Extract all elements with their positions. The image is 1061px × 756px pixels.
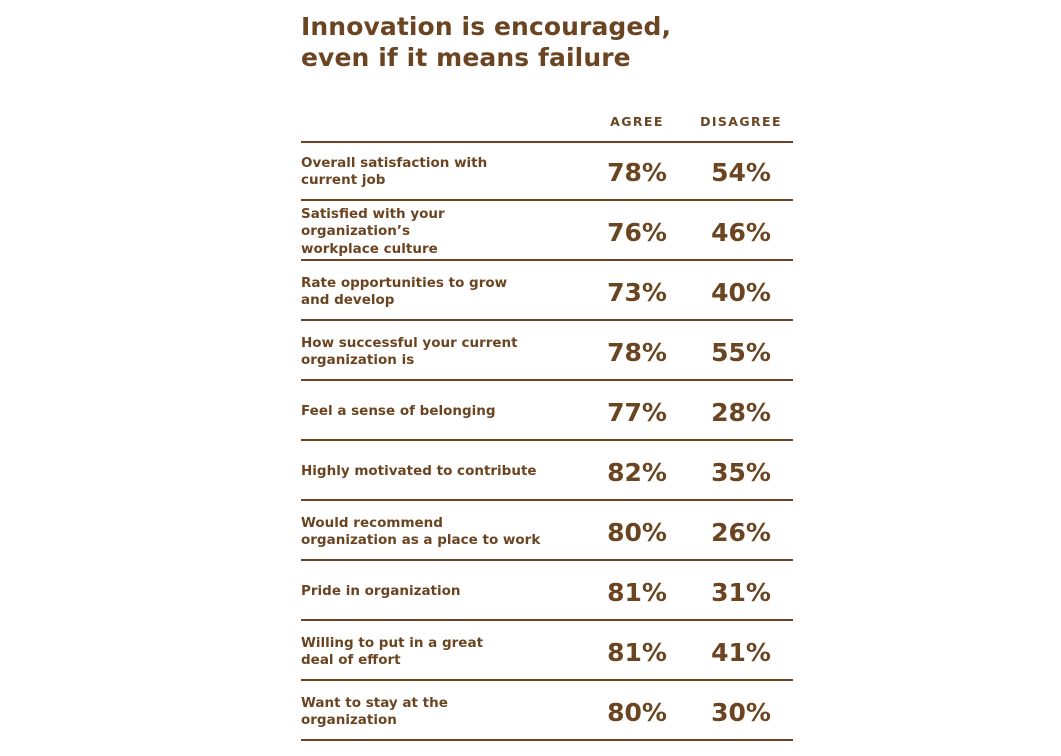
row-label-line: Feel a sense of belonging bbox=[301, 403, 496, 420]
row-label: Feel a sense of belonging bbox=[301, 383, 551, 441]
table-row: Want to stay at the organization 80% 30% bbox=[301, 683, 793, 741]
disagree-value: 41% bbox=[711, 637, 771, 667]
agree-value: 81% bbox=[607, 577, 667, 607]
row-label-line: workplace culture bbox=[301, 240, 438, 257]
row-label: Rate opportunities to grow and develop bbox=[301, 263, 551, 321]
row-label-line: Want to stay at the bbox=[301, 694, 448, 711]
row-label-line: How successful your current bbox=[301, 334, 518, 351]
disagree-value: 31% bbox=[711, 577, 771, 607]
table-row: Highly motivated to contribute 82% 35% bbox=[301, 443, 793, 501]
disagree-value: 46% bbox=[711, 217, 771, 247]
disagree-value: 26% bbox=[711, 517, 771, 547]
header-divider bbox=[301, 141, 793, 143]
row-divider bbox=[301, 559, 793, 561]
disagree-value: 35% bbox=[711, 457, 771, 487]
agree-value: 77% bbox=[607, 397, 667, 427]
disagree-value: 40% bbox=[711, 277, 771, 307]
row-label: How successful your current organization … bbox=[301, 323, 551, 381]
disagree-value: 55% bbox=[711, 337, 771, 367]
table-row: Rate opportunities to grow and develop 73%… bbox=[301, 263, 793, 321]
agree-value: 80% bbox=[607, 517, 667, 547]
row-label-line: organization as a place to work bbox=[301, 532, 541, 548]
comparison-table: Innovation is encouraged, even if it mea… bbox=[301, 0, 793, 756]
row-label: Willing to put in a great deal of effort bbox=[301, 623, 551, 681]
row-label: Overall satisfaction with current job bbox=[301, 143, 551, 201]
disagree-value: 54% bbox=[711, 157, 771, 187]
agree-value: 78% bbox=[607, 157, 667, 187]
row-label: Highly motivated to contribute bbox=[301, 443, 551, 501]
agree-value: 76% bbox=[607, 217, 667, 247]
title-line-1: Innovation is encouraged, bbox=[301, 12, 672, 41]
agree-value: 73% bbox=[607, 277, 667, 307]
row-divider bbox=[301, 499, 793, 501]
agree-value: 81% bbox=[607, 637, 667, 667]
table-row: Satisfied with your organization’s workpl… bbox=[301, 203, 793, 261]
row-label-line: deal of effort bbox=[301, 652, 401, 668]
disagree-value: 30% bbox=[711, 697, 771, 727]
row-divider bbox=[301, 319, 793, 321]
column-header-disagree: DISAGREE bbox=[700, 114, 782, 129]
row-label-line: organization bbox=[301, 712, 397, 728]
row-divider bbox=[301, 619, 793, 621]
title-line-2: even if it means failure bbox=[301, 43, 631, 72]
table-row: Would recommend organization as a place t… bbox=[301, 503, 793, 561]
table-row: Pride in organization 81% 31% bbox=[301, 563, 793, 621]
table-row: How successful your current organization … bbox=[301, 323, 793, 381]
row-label-line: and develop bbox=[301, 292, 395, 308]
agree-value: 80% bbox=[607, 697, 667, 727]
row-label-line: Overall satisfaction with bbox=[301, 154, 488, 171]
row-label-line: current job bbox=[301, 172, 386, 188]
row-label-line: Would recommend bbox=[301, 514, 443, 531]
row-label: Satisfied with your organization’s workpl… bbox=[301, 203, 551, 261]
row-label: Want to stay at the organization bbox=[301, 683, 551, 741]
row-label-line: Willing to put in a great bbox=[301, 634, 484, 651]
table-title: Innovation is encouraged, even if it mea… bbox=[301, 11, 793, 73]
row-label: Would recommend organization as a place t… bbox=[301, 503, 551, 561]
agree-value: 82% bbox=[607, 457, 667, 487]
row-divider bbox=[301, 379, 793, 381]
row-divider bbox=[301, 439, 793, 441]
row-label-line: organization is bbox=[301, 352, 415, 368]
row-label-line: Pride in organization bbox=[301, 583, 461, 600]
row-divider bbox=[301, 199, 793, 201]
row-label-line: Rate opportunities to grow bbox=[301, 274, 508, 291]
table-row: Feel a sense of belonging 77% 28% bbox=[301, 383, 793, 441]
row-divider bbox=[301, 739, 793, 741]
table-row: Willing to put in a great deal of effort 8… bbox=[301, 623, 793, 681]
disagree-value: 28% bbox=[711, 397, 771, 427]
column-header-agree: AGREE bbox=[610, 114, 664, 129]
row-label-line: Satisfied with your organization’s bbox=[301, 205, 445, 240]
row-label-line: Highly motivated to contribute bbox=[301, 463, 537, 480]
table-row: Overall satisfaction with current job 78% 5… bbox=[301, 143, 793, 201]
row-label: Pride in organization bbox=[301, 563, 551, 621]
row-divider bbox=[301, 259, 793, 261]
agree-value: 78% bbox=[607, 337, 667, 367]
row-divider bbox=[301, 679, 793, 681]
